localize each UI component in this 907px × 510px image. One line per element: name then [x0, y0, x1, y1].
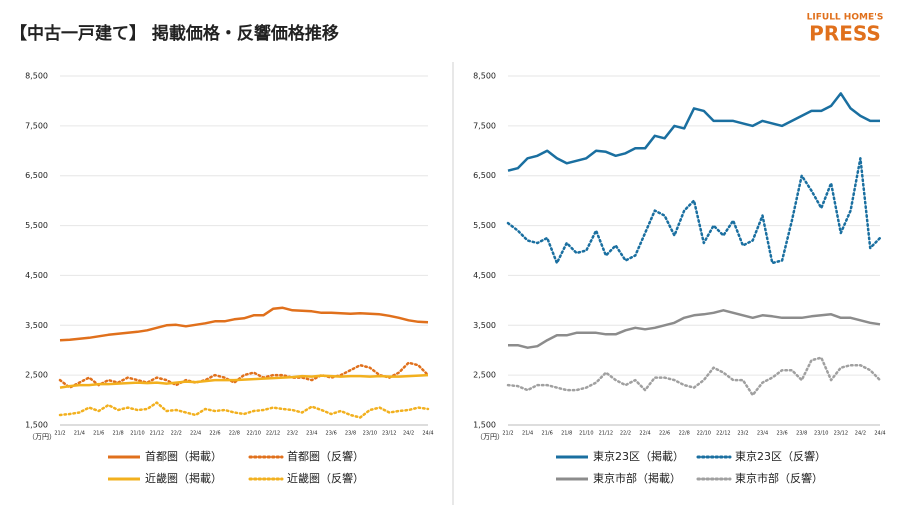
brand-bottom: PRESS: [809, 22, 881, 46]
x-tick-label: 21/2: [54, 431, 65, 437]
y-tick-label: 2,500: [25, 371, 48, 380]
x-tick-label: 24/4: [422, 431, 433, 437]
y-tick-label: 3,500: [473, 321, 496, 330]
x-tick-label: 21/8: [112, 431, 123, 437]
x-tick-label: 21/6: [93, 431, 104, 437]
y-tick-label: 1,500: [25, 421, 48, 430]
y-unit-label: （万円）: [28, 433, 56, 441]
x-tick-label: 22/2: [620, 431, 631, 437]
legend-label: 近畿圏（反響）: [287, 471, 364, 485]
legend-label: 東京市部（反響）: [735, 471, 823, 485]
y-tick-label: 4,500: [473, 271, 496, 280]
x-tick-label: 23/8: [796, 431, 807, 437]
y-tick-label: 6,500: [473, 171, 496, 180]
x-tick-label: 21/10: [579, 431, 593, 437]
series-line: [506, 157, 882, 265]
legend-label: 東京23区（掲載）: [593, 449, 684, 463]
series-line: [58, 361, 430, 389]
y-tick-label: 1,500: [473, 421, 496, 430]
x-tick-label: 23/10: [814, 431, 828, 437]
x-tick-label: 24/2: [855, 431, 866, 437]
series-line: [59, 306, 429, 342]
y-tick-label: 7,500: [473, 121, 496, 130]
x-tick-label: 21/2: [502, 431, 513, 437]
y-tick-label: 2,500: [473, 371, 496, 380]
legend-label: 近畿圏（掲載）: [145, 471, 222, 485]
x-tick-label: 23/6: [326, 431, 337, 437]
x-tick-label: 22/4: [190, 431, 201, 437]
x-tick-label: 23/8: [345, 431, 356, 437]
x-tick-label: 23/12: [382, 431, 396, 437]
x-tick-label: 21/12: [150, 431, 164, 437]
y-tick-label: 6,500: [25, 171, 48, 180]
x-tick-label: 22/4: [639, 431, 650, 437]
x-tick-label: 23/12: [834, 431, 848, 437]
x-tick-label: 23/4: [757, 431, 768, 437]
y-tick-label: 5,500: [25, 221, 48, 230]
y-tick-label: 8,500: [25, 72, 48, 81]
x-tick-label: 21/4: [74, 431, 85, 437]
x-tick-label: 23/10: [363, 431, 377, 437]
x-tick-label: 22/12: [716, 431, 730, 437]
page-title: 【中古一戸建て】 掲載価格・反響価格推移: [10, 23, 339, 44]
x-tick-label: 21/4: [522, 431, 533, 437]
x-tick-label: 23/2: [737, 431, 748, 437]
legend-label: 東京23区（反響）: [735, 449, 826, 463]
x-tick-label: 22/6: [209, 431, 220, 437]
legend-label: 首都圏（掲載）: [145, 449, 222, 463]
y-tick-label: 3,500: [25, 321, 48, 330]
x-tick-label: 22/6: [659, 431, 670, 437]
series-line: [507, 92, 880, 172]
y-tick-label: 4,500: [25, 271, 48, 280]
x-tick-label: 22/8: [229, 431, 240, 437]
y-tick-label: 5,500: [473, 221, 496, 230]
legend-label: 首都圏（反響）: [287, 449, 364, 463]
x-tick-label: 22/2: [171, 431, 182, 437]
x-tick-label: 22/12: [266, 431, 280, 437]
x-tick-label: 23/6: [776, 431, 787, 437]
x-tick-label: 22/8: [679, 431, 690, 437]
series-line: [59, 373, 429, 389]
series-line: [58, 401, 430, 419]
x-tick-label: 24/2: [403, 431, 414, 437]
x-tick-label: 23/2: [287, 431, 298, 437]
x-tick-label: 23/4: [306, 431, 317, 437]
x-tick-label: 24/4: [874, 431, 885, 437]
y-tick-label: 8,500: [473, 72, 496, 81]
x-tick-label: 21/6: [542, 431, 553, 437]
y-tick-label: 7,500: [25, 121, 48, 130]
y-unit-label: （万円）: [476, 433, 504, 441]
x-tick-label: 21/10: [130, 431, 144, 437]
brand-top: LIFULL HOME'S: [807, 13, 884, 23]
series-line: [508, 309, 881, 349]
x-tick-label: 22/10: [697, 431, 711, 437]
series-line: [506, 356, 882, 397]
x-tick-label: 22/10: [246, 431, 260, 437]
x-tick-label: 21/8: [561, 431, 572, 437]
x-tick-label: 21/12: [599, 431, 613, 437]
legend-label: 東京市部（掲載）: [593, 471, 681, 485]
